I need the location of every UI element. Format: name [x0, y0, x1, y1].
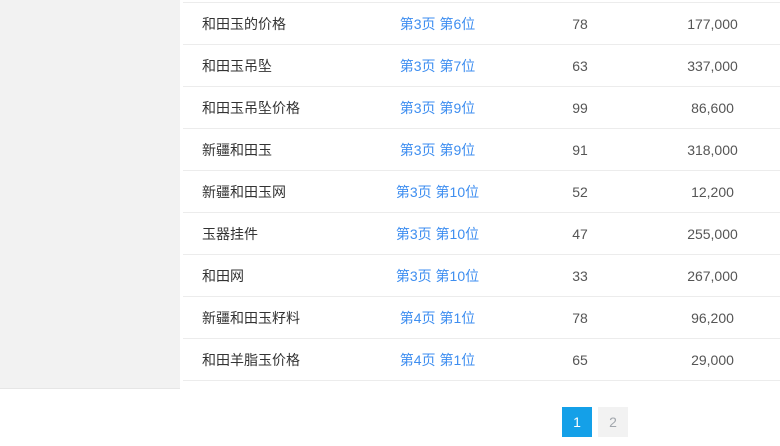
index-cell: 33 [572, 267, 588, 284]
index-cell: 63 [572, 57, 588, 74]
page-button-2[interactable]: 2 [598, 407, 628, 437]
keyword-cell: 新疆和田玉 [202, 141, 272, 158]
rank-position-link[interactable]: 第3页 第9位 [399, 141, 476, 158]
index-cell: 99 [572, 99, 588, 116]
rank-position-link[interactable]: 第3页 第10位 [395, 267, 480, 284]
table-row: 和田玉吊坠 第3页 第7位 63 337,000 [183, 45, 780, 87]
table-row: 和田羊脂玉价格 第4页 第1位 65 29,000 [183, 339, 780, 381]
table-row: 玉器挂件 第3页 第10位 47 255,000 [183, 213, 780, 255]
rank-cell: 第3页 第10位 [360, 224, 515, 244]
table-row: 新疆和田玉籽料 第4页 第1位 78 96,200 [183, 297, 780, 339]
rank-cell: 第4页 第1位 [360, 308, 515, 328]
result-count-cell: 337,000 [687, 57, 738, 74]
keyword-cell: 新疆和田玉籽料 [202, 309, 300, 326]
result-count-cell: 29,000 [691, 351, 734, 368]
table-row: 和田玉吊坠价格 第3页 第9位 99 86,600 [183, 87, 780, 129]
rank-cell: 第4页 第1位 [360, 350, 515, 370]
result-count-cell: 86,600 [691, 99, 734, 116]
rank-cell: 第3页 第9位 [360, 98, 515, 118]
result-count-cell: 318,000 [687, 141, 738, 158]
keyword-cell: 新疆和田玉网 [202, 183, 286, 200]
keyword-cell: 和田网 [202, 267, 244, 284]
rank-cell: 第3页 第6位 [360, 14, 515, 34]
rank-position-link[interactable]: 第3页 第9位 [399, 99, 476, 116]
rank-position-link[interactable]: 第4页 第1位 [399, 309, 476, 326]
rank-cell: 第3页 第10位 [360, 182, 515, 202]
result-count-cell: 177,000 [687, 15, 738, 32]
rank-position-link[interactable]: 第3页 第7位 [399, 57, 476, 74]
rank-cell: 第3页 第7位 [360, 56, 515, 76]
table-row: 和田玉的价格 第3页 第6位 78 177,000 [183, 3, 780, 45]
rank-position-link[interactable]: 第4页 第1位 [399, 351, 476, 368]
table-row: 和田网 第3页 第10位 33 267,000 [183, 255, 780, 297]
result-count-cell: 12,200 [691, 183, 734, 200]
keyword-cell: 玉器挂件 [202, 225, 258, 242]
result-count-cell: 96,200 [691, 309, 734, 326]
keyword-rank-table: 和田玉的价格 第3页 第6位 78 177,000 和田玉吊坠 第3页 第7位 … [183, 2, 780, 381]
result-count-cell: 267,000 [687, 267, 738, 284]
index-cell: 78 [572, 309, 588, 326]
page-button-1[interactable]: 1 [562, 407, 592, 437]
index-cell: 65 [572, 351, 588, 368]
rank-position-link[interactable]: 第3页 第10位 [395, 183, 480, 200]
index-cell: 78 [572, 15, 588, 32]
rank-cell: 第3页 第10位 [360, 266, 515, 286]
index-cell: 91 [572, 141, 588, 158]
result-count-cell: 255,000 [687, 225, 738, 242]
keyword-cell: 和田羊脂玉价格 [202, 351, 300, 368]
rank-position-link[interactable]: 第3页 第10位 [395, 225, 480, 242]
rank-cell: 第3页 第9位 [360, 140, 515, 160]
keyword-cell: 和田玉吊坠 [202, 57, 272, 74]
table-row: 新疆和田玉网 第3页 第10位 52 12,200 [183, 171, 780, 213]
keyword-cell: 和田玉吊坠价格 [202, 99, 300, 116]
index-cell: 52 [572, 183, 588, 200]
index-cell: 47 [572, 225, 588, 242]
table-row: 新疆和田玉 第3页 第9位 91 318,000 [183, 129, 780, 171]
rank-position-link[interactable]: 第3页 第6位 [399, 15, 476, 32]
keyword-cell: 和田玉的价格 [202, 15, 286, 32]
left-sidebar [0, 0, 180, 389]
